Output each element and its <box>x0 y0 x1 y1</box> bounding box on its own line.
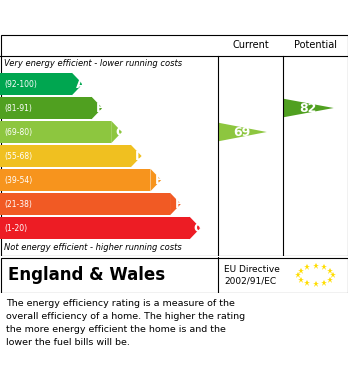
Bar <box>0 73 72 95</box>
Text: (55-68): (55-68) <box>4 151 32 160</box>
Text: G: G <box>193 221 204 235</box>
Polygon shape <box>92 97 102 119</box>
Text: E: E <box>155 174 164 187</box>
Bar <box>0 193 170 215</box>
Polygon shape <box>170 193 181 215</box>
Bar <box>0 169 150 191</box>
Text: 69: 69 <box>234 126 251 138</box>
Polygon shape <box>111 121 122 143</box>
Polygon shape <box>190 217 200 239</box>
Bar <box>0 97 92 119</box>
Text: (1-20): (1-20) <box>4 224 27 233</box>
Polygon shape <box>131 145 142 167</box>
Text: (81-91): (81-91) <box>4 104 32 113</box>
Text: The energy efficiency rating is a measure of the
overall efficiency of a home. T: The energy efficiency rating is a measur… <box>6 299 245 346</box>
Polygon shape <box>150 169 161 191</box>
Bar <box>0 145 131 167</box>
Text: EU Directive
2002/91/EC: EU Directive 2002/91/EC <box>224 265 280 285</box>
Bar <box>0 217 190 239</box>
Text: Not energy efficient - higher running costs: Not energy efficient - higher running co… <box>4 244 182 253</box>
Text: Current: Current <box>232 40 269 50</box>
Text: 82: 82 <box>300 102 317 115</box>
Bar <box>0 121 111 143</box>
Text: England & Wales: England & Wales <box>8 266 165 284</box>
Text: B: B <box>96 102 105 115</box>
Polygon shape <box>72 73 83 95</box>
Text: (39-54): (39-54) <box>4 176 32 185</box>
Polygon shape <box>218 123 267 142</box>
Text: C: C <box>116 126 125 138</box>
Text: A: A <box>76 77 86 90</box>
Polygon shape <box>283 99 334 117</box>
Text: (92-100): (92-100) <box>4 79 37 88</box>
Text: (21-38): (21-38) <box>4 199 32 208</box>
Text: D: D <box>134 149 145 163</box>
Text: (69-80): (69-80) <box>4 127 32 136</box>
Text: Energy Efficiency Rating: Energy Efficiency Rating <box>8 7 255 25</box>
Text: F: F <box>175 197 183 210</box>
Text: Potential: Potential <box>294 40 337 50</box>
Text: Very energy efficient - lower running costs: Very energy efficient - lower running co… <box>4 59 182 68</box>
